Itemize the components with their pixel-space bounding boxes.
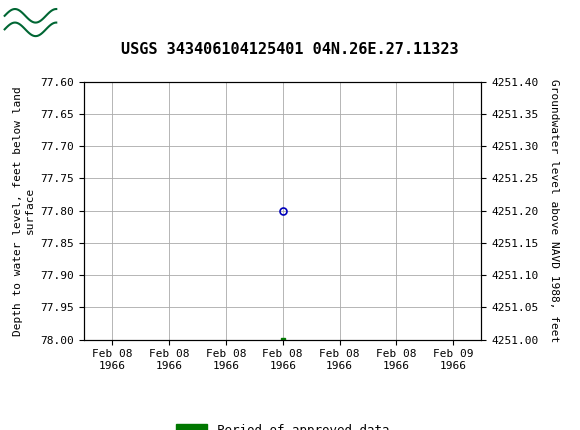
Y-axis label: Groundwater level above NAVD 1988, feet: Groundwater level above NAVD 1988, feet	[549, 79, 560, 342]
Text: USGS 343406104125401 04N.26E.27.11323: USGS 343406104125401 04N.26E.27.11323	[121, 42, 459, 57]
Bar	[3, 3, 58, 42]
Y-axis label: Depth to water level, feet below land
surface: Depth to water level, feet below land su…	[13, 86, 35, 335]
Legend: Period of approved data: Period of approved data	[171, 419, 394, 430]
Text: USGS: USGS	[67, 13, 126, 32]
